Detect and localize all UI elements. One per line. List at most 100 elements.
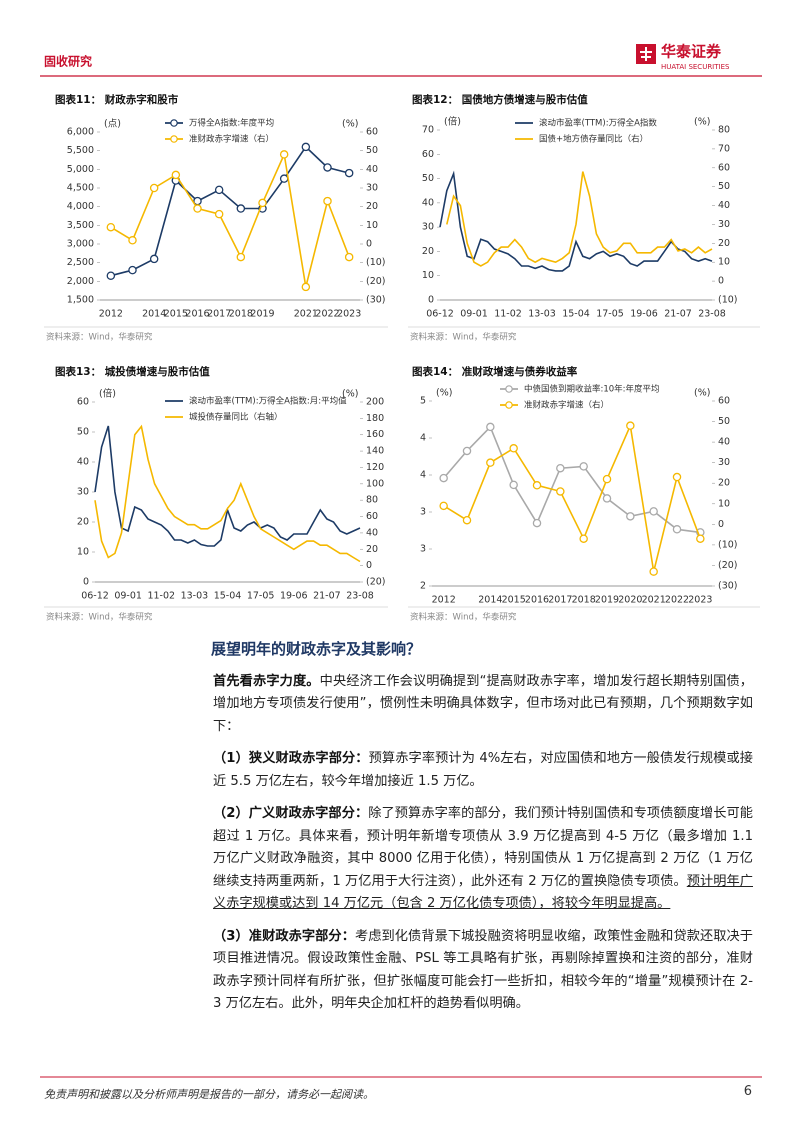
x-tick-label: 09-01 [114,591,142,602]
x-tick-label: 2017 [548,595,572,606]
data-point [301,282,311,292]
legend-label: 中债国债到期收益率:10年:年度平均 [524,384,660,395]
data-point [696,534,705,543]
data-point [556,487,565,496]
y2-tick-label: 180 [366,413,384,424]
x-tick-label: 2015 [502,595,526,606]
data-point [626,512,635,521]
y2-tick-label: 60 [718,162,730,173]
y-tick-label: 5,500 [67,145,94,156]
paragraph-text: 中央经济工作会议明确提到“提高财政赤字率，增加发行超长期特别国债，增加地方专项债… [213,673,753,734]
legend-label: 准财政赤字增速（右） [189,134,274,145]
y2-tick-label: 60 [366,511,378,522]
data-point [649,507,658,516]
y2-tick-label: (10) [718,295,738,306]
x-tick-label: 06-12 [81,591,109,602]
y2-tick-label: 50 [718,181,730,192]
y2-tick-label: 40 [366,164,378,175]
paragraph: （3）准财政赤字部分：考虑到化债背景下城投融资将明显收缩，政策性金融和贷款还取决… [213,926,753,1016]
data-point [193,204,202,213]
data-point [236,252,246,262]
y2-axis-unit: (%) [342,389,358,400]
y-tick-label: 6,000 [67,127,94,138]
data-point [106,222,116,232]
page-number: 6 [743,1084,752,1099]
y2-tick-label: 20 [718,238,730,249]
paragraph-emphasis: 预计明年广义赤字规模或达到 14 万亿元（包含 2 万亿化债专项债），将较今年明… [213,873,753,912]
x-tick-label: 19-06 [630,309,658,320]
y-axis-unit: (点) [104,119,121,130]
paragraph: （2）广义财政赤字部分：除了预算赤字率的部分，我们预计特别国债和专项债额度增长可… [213,803,753,916]
y2-tick-label: 50 [366,145,378,156]
paragraphs: 首先看赤字力度。中央经济工作会议明确提到“提高财政赤字率，增加发行超长期特别国债… [213,671,753,1016]
y2-tick-label: 50 [718,416,730,427]
x-tick-label: 2012 [99,309,123,320]
source-note: 资料来源：Wind，华泰研究 [46,612,153,623]
y2-tick-label: 80 [366,495,378,506]
y2-tick-label: 10 [366,220,378,231]
x-tick-label: 2022 [665,595,689,606]
data-point [439,473,448,483]
x-tick-label: 2018 [572,595,596,606]
y2-tick-label: 30 [718,219,730,230]
body-section: 展望明年的财政赤字及其影响？ 首先看赤字力度。中央经济工作会议明确提到“提高财政… [211,638,753,1026]
legend-marker [170,119,178,127]
y-tick-label: 70 [422,125,434,136]
paragraph: 首先看赤字力度。中央经济工作会议明确提到“提高财政赤字率，增加发行超长期特别国债… [213,671,753,739]
x-tick-label: 21-07 [313,591,341,602]
y2-tick-label: 40 [366,527,378,538]
paragraph: （1）狭义财政赤字部分：预算赤字率预计为 4%左右，对应国债和地方一般债发行规模… [213,748,753,793]
y2-tick-label: 30 [366,183,378,194]
y2-tick-label: 140 [366,446,384,457]
x-tick-label: 2016 [185,309,209,320]
y2-tick-label: 0 [366,239,372,250]
x-tick-label: 2020 [618,595,642,606]
y2-tick-label: 40 [718,437,730,448]
data-point [344,252,354,262]
y2-tick-label: 100 [366,478,384,489]
y2-tick-label: (10) [718,539,738,550]
y-tick-label: 50 [422,173,434,184]
paragraph-lead: （1）狭义财政赤字部分： [213,751,369,766]
y-tick-label: 5,000 [67,164,94,175]
data-point [626,421,635,430]
section-heading: 展望明年的财政赤字及其影响？ [211,640,422,658]
y2-tick-label: 60 [366,127,378,138]
data-point [486,458,495,467]
data-point [602,474,612,484]
paragraph-text: 除了预算赤字率的部分，我们预计特别国债和专项债额度增长可能超过 1 万亿。具体来… [213,806,753,889]
data-point [602,494,612,503]
y2-tick-label: (20) [366,276,386,287]
y-tick-label: 3,000 [67,239,94,250]
y-tick-label: 4 [420,470,426,481]
data-point [462,515,472,525]
data-point [672,472,682,482]
y-tick-label: 40 [422,197,434,208]
data-point [323,196,332,206]
data-point [279,174,289,183]
data-point [532,481,542,490]
chart-title: 图表11： 财政赤字和股市 [55,93,179,106]
x-tick-label: 2012 [432,595,456,606]
series-line [446,171,713,267]
x-tick-label: 09-01 [460,309,488,320]
x-tick-label: 23-08 [346,591,374,602]
x-tick-label: 2023 [337,309,361,320]
data-point [486,422,495,432]
x-tick-label: 2019 [595,595,619,606]
y2-tick-label: 80 [718,125,730,136]
y2-axis-unit: (%) [694,388,710,399]
data-point [214,185,224,195]
y-tick-label: 1,500 [67,295,94,306]
y-tick-label: 30 [422,222,434,233]
data-point [439,501,448,511]
paragraph-lead: 首先看赤字力度。 [213,673,320,689]
y-tick-label: 3,500 [67,220,94,231]
x-tick-label: 2021 [642,595,666,606]
x-tick-label: 2021 [294,309,318,320]
chart-title: 图表13： 城投债增速与股市估值 [55,365,210,378]
logo-glyph [640,47,652,61]
data-point [509,480,518,490]
